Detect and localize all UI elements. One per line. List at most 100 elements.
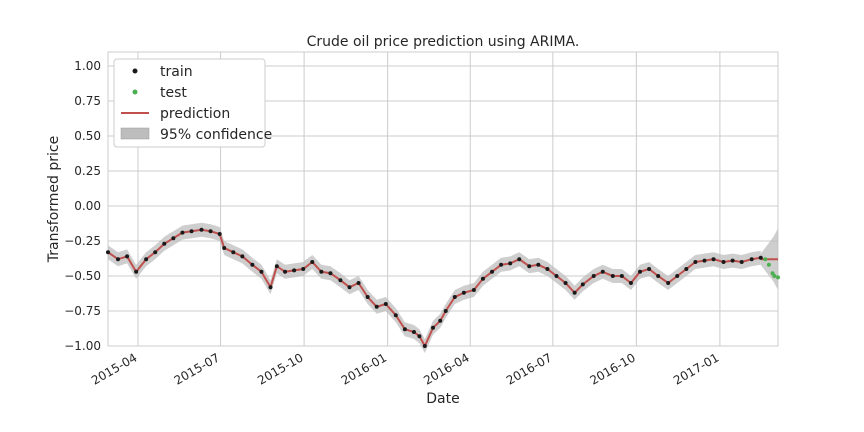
train-point	[490, 269, 495, 274]
train-point	[283, 269, 288, 274]
y-tick-label: −0.50	[64, 269, 101, 283]
y-tick-label: 0.25	[74, 164, 101, 178]
train-point	[310, 260, 315, 264]
train-point	[461, 290, 466, 295]
train-point	[749, 257, 754, 262]
train-point	[758, 255, 763, 260]
train-point	[240, 254, 245, 259]
train-point	[580, 282, 585, 287]
train-point	[259, 269, 264, 274]
train-point	[721, 260, 726, 264]
train-point	[199, 227, 204, 232]
test-point	[763, 257, 768, 262]
legend-marker-test	[132, 89, 138, 95]
train-point	[217, 232, 222, 236]
x-axis-label: Date	[426, 391, 459, 407]
x-tick-label: 2016-04	[421, 350, 471, 387]
train-point	[231, 250, 236, 255]
x-tick-label: 2017-01	[671, 350, 721, 387]
train-point	[693, 260, 698, 264]
y-tick-label: 0.00	[74, 199, 101, 213]
train-point	[452, 295, 457, 299]
train-point	[684, 267, 689, 271]
train-point	[356, 281, 361, 285]
train-point	[508, 261, 513, 266]
train-point	[301, 267, 306, 271]
train-point	[619, 274, 624, 278]
train-point	[162, 241, 167, 246]
legend: train test prediction 95% confidence	[113, 58, 272, 148]
train-point	[268, 285, 273, 290]
train-point	[666, 281, 671, 285]
train-point	[115, 257, 120, 262]
y-tick-label: 0.50	[74, 129, 101, 143]
train-point	[144, 257, 149, 262]
train-point	[591, 274, 596, 278]
chart-title: Crude oil price prediction using ARIMA.	[307, 34, 580, 50]
test-point	[776, 275, 780, 280]
y-tick-label: −0.25	[64, 234, 101, 248]
train-point	[189, 229, 194, 234]
train-point	[171, 236, 176, 241]
train-point	[328, 271, 333, 276]
train-point	[499, 262, 504, 267]
train-point	[374, 304, 379, 309]
train-point	[517, 257, 522, 262]
train-point	[365, 295, 370, 299]
test-point	[766, 262, 771, 267]
train-point	[125, 254, 130, 259]
legend-marker-train	[132, 68, 138, 74]
train-point	[628, 281, 633, 285]
train-point	[480, 276, 485, 281]
y-tick-label: −1.00	[64, 339, 101, 353]
train-point	[383, 302, 388, 306]
train-point	[554, 274, 559, 278]
x-tick-label: 2015-07	[172, 350, 222, 387]
x-tick-label: 2016-10	[587, 350, 637, 387]
train-point	[393, 313, 398, 318]
train-point	[208, 229, 213, 234]
train-point	[250, 262, 255, 267]
train-point	[180, 230, 185, 235]
y-axis-ticks: −1.00 −0.75 −0.50 −0.25 0.00 0.25 0.50 0.75 1.00	[64, 59, 101, 353]
x-tick-label: 2016-07	[504, 350, 554, 387]
train-point	[471, 288, 476, 292]
train-point	[656, 274, 661, 278]
train-point	[347, 285, 352, 290]
legend-marker-confidence	[120, 127, 150, 140]
train-point	[647, 267, 652, 271]
legend-label: 95% confidence	[160, 127, 272, 143]
train-point	[527, 264, 532, 269]
train-point	[411, 330, 416, 334]
legend-label: train	[160, 64, 193, 80]
train-point	[422, 344, 427, 348]
series-points	[106, 227, 780, 348]
legend-label: prediction	[160, 106, 230, 122]
y-tick-label: −0.75	[64, 304, 101, 318]
train-point	[675, 274, 680, 278]
train-point	[402, 327, 407, 332]
y-tick-label: 1.00	[74, 59, 101, 73]
y-tick-label: 0.75	[74, 94, 101, 108]
train-point	[319, 269, 324, 274]
train-point	[711, 257, 716, 262]
y-axis-label: Transformed price	[46, 136, 62, 263]
train-point	[730, 258, 735, 263]
x-tick-label: 2015-10	[255, 350, 305, 387]
train-point	[338, 278, 343, 283]
train-point	[438, 318, 443, 323]
train-point	[153, 250, 158, 255]
train-point	[563, 281, 568, 285]
x-tick-label: 2015-04	[89, 350, 139, 387]
legend-label: test	[160, 85, 187, 101]
train-point	[545, 267, 550, 271]
train-point	[274, 264, 279, 269]
train-point	[536, 262, 541, 267]
train-point	[417, 334, 422, 339]
train-point	[222, 246, 227, 250]
train-point	[292, 268, 297, 273]
train-point	[739, 260, 744, 264]
train-point	[600, 269, 605, 274]
train-point	[134, 269, 139, 274]
